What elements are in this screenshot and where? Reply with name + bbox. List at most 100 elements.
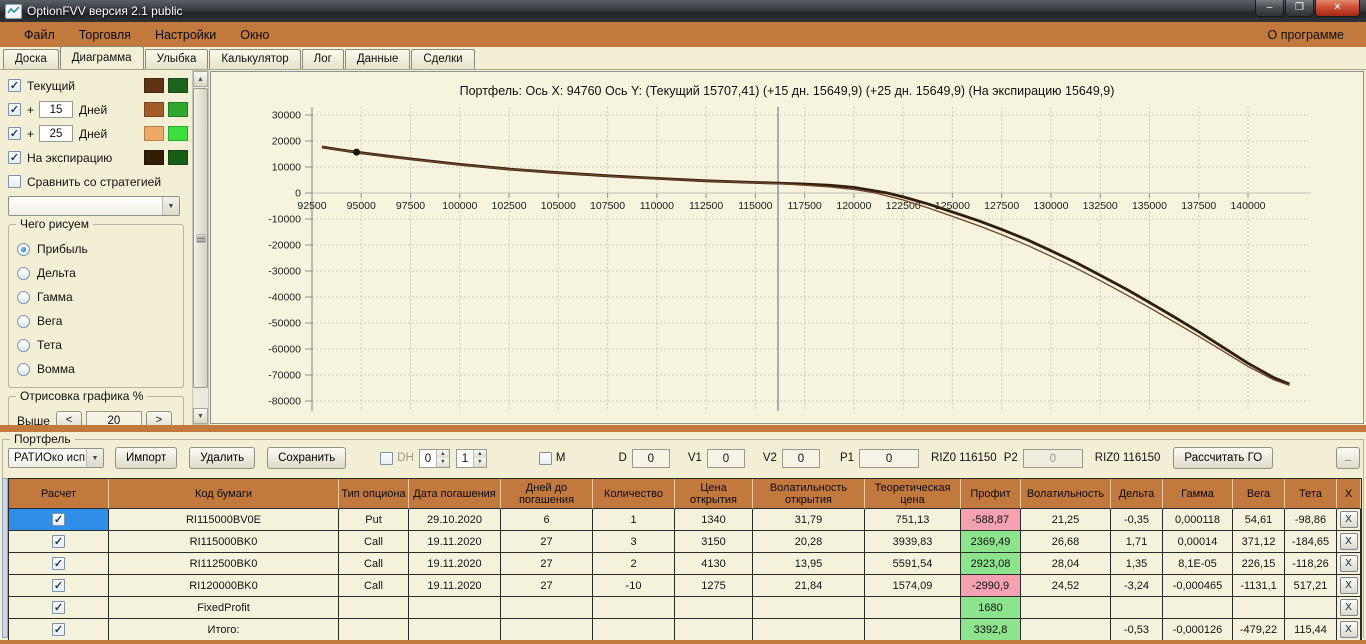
column-header-13[interactable]: Вега <box>1233 479 1285 509</box>
column-header-7[interactable]: Волатильность открытия <box>753 479 865 509</box>
row-delete-button-3[interactable]: X <box>1339 577 1358 594</box>
row-calc-cell-3[interactable]: ✓ <box>9 575 109 597</box>
column-header-15[interactable]: X <box>1337 479 1361 509</box>
draw-radio-2[interactable] <box>17 290 30 304</box>
row-delete-button-1[interactable]: X <box>1339 533 1358 550</box>
column-header-10[interactable]: Волатильность <box>1021 479 1111 509</box>
compare-strategy-checkbox[interactable] <box>8 175 21 188</box>
days-input-2[interactable]: 25 <box>39 125 74 142</box>
tab-1[interactable]: Диаграмма <box>59 46 144 69</box>
y-tick-label-1: 20000 <box>272 136 301 148</box>
draw-radio-1[interactable] <box>17 266 30 280</box>
spin-down-icon[interactable]: ▼ <box>436 458 449 467</box>
horizontal-splitter[interactable] <box>0 425 1366 432</box>
close-button[interactable]: ✕ <box>1315 0 1360 17</box>
row-checkbox-5[interactable]: ✓ <box>52 623 65 636</box>
row-checkbox-3[interactable]: ✓ <box>52 579 65 592</box>
row-delete-button-5[interactable]: X <box>1339 621 1358 638</box>
dh-checkbox[interactable] <box>380 451 394 465</box>
minimize-button[interactable]: – <box>1255 0 1284 17</box>
cell-5-7 <box>753 619 865 641</box>
row-calc-cell-4[interactable]: ✓ <box>9 597 109 619</box>
column-header-8[interactable]: Теоретическая цена <box>865 479 961 509</box>
tab-5[interactable]: Данные <box>344 49 411 69</box>
spin-down-icon[interactable]: ▼ <box>473 458 486 467</box>
spin-up-icon[interactable]: ▲ <box>436 449 449 458</box>
window-bottom-edge <box>0 640 1366 644</box>
column-header-1[interactable]: Код бумаги <box>109 479 339 509</box>
column-header-2[interactable]: Тип опциона <box>339 479 409 509</box>
row-delete-button-0[interactable]: X <box>1339 511 1358 528</box>
row-calc-cell-2[interactable]: ✓ <box>9 553 109 575</box>
plus-label-2: + <box>27 126 35 141</box>
row-delete-button-4[interactable]: X <box>1339 599 1358 616</box>
chevron-down-icon[interactable]: ▼ <box>86 449 103 467</box>
import-button[interactable]: Импорт <box>115 447 178 469</box>
draw-radio-5[interactable] <box>17 362 30 376</box>
column-header-9[interactable]: Профит <box>961 479 1021 509</box>
x-tick-label-14: 127500 <box>984 200 1019 212</box>
color-swatch-2-0 <box>144 126 164 141</box>
sidebar-scrollbar[interactable]: ▲ ▼ <box>192 70 209 425</box>
draw-radio-3[interactable] <box>17 314 30 328</box>
row-checkbox-2[interactable]: ✓ <box>52 557 65 570</box>
days-input-1[interactable]: 15 <box>39 101 74 118</box>
restore-button[interactable]: ❐ <box>1285 0 1314 17</box>
d-field[interactable]: 0 <box>631 448 670 468</box>
p2-field: 0 <box>1022 448 1083 468</box>
m-checkbox[interactable] <box>538 451 552 465</box>
tab-0[interactable]: Доска <box>3 49 59 69</box>
p1-field[interactable]: 0 <box>859 448 920 468</box>
series-swatches-0 <box>140 78 188 93</box>
tab-6[interactable]: Сделки <box>411 49 475 69</box>
tab-2[interactable]: Улыбка <box>144 49 209 69</box>
column-header-0[interactable]: Расчет <box>9 479 109 509</box>
tab-4[interactable]: Лог <box>301 49 344 69</box>
draw-radio-4[interactable] <box>17 338 30 352</box>
portfolio-type-combobox[interactable]: РАТИОко исп ▼ <box>8 448 104 468</box>
row-checkbox-1[interactable]: ✓ <box>52 535 65 548</box>
row-delete-cell-2: X <box>1337 553 1361 575</box>
row-checkbox-0[interactable]: ✓ <box>52 513 65 526</box>
v1-field[interactable]: 0 <box>706 448 745 468</box>
row-calc-cell-0[interactable]: ✓ <box>9 509 109 531</box>
column-header-12[interactable]: Гамма <box>1163 479 1233 509</box>
column-header-5[interactable]: Количество <box>593 479 675 509</box>
menu-item-0[interactable]: Файл <box>24 27 55 42</box>
row-delete-cell-0: X <box>1337 509 1361 531</box>
series-checkbox-0[interactable]: ✓ <box>8 79 21 92</box>
calc-margin-button[interactable]: Рассчитать ГО <box>1173 447 1274 469</box>
delete-button[interactable]: Удалить <box>189 447 256 469</box>
collapse-panel-button[interactable]: _ <box>1336 447 1360 469</box>
column-header-6[interactable]: Цена открытия <box>675 479 753 509</box>
row-checkbox-4[interactable]: ✓ <box>52 601 65 614</box>
y-tick-label-0: 30000 <box>272 110 301 122</box>
scroll-down-icon[interactable]: ▼ <box>193 408 208 424</box>
scroll-up-icon[interactable]: ▲ <box>193 71 208 87</box>
series-checkbox-3[interactable]: ✓ <box>8 151 21 164</box>
v2-field[interactable]: 0 <box>781 448 820 468</box>
row-calc-cell-5[interactable]: ✓ <box>9 619 109 641</box>
menu-item-about[interactable]: О программе <box>1267 27 1344 42</box>
strategy-combobox[interactable]: ▼ <box>8 196 180 216</box>
menu-item-3[interactable]: Окно <box>240 27 270 42</box>
chevron-down-icon[interactable]: ▼ <box>162 197 179 215</box>
column-header-14[interactable]: Тета <box>1285 479 1337 509</box>
row-delete-button-2[interactable]: X <box>1339 555 1358 572</box>
column-header-11[interactable]: Дельта <box>1111 479 1163 509</box>
series-checkbox-1[interactable]: ✓ <box>8 103 21 116</box>
scrollbar-thumb[interactable] <box>193 88 208 388</box>
save-button[interactable]: Сохранить <box>267 447 347 469</box>
profit-chart-svg[interactable]: 3000020000100000-10000-20000-30000-40000… <box>211 72 1363 423</box>
column-header-3[interactable]: Дата погашения <box>409 479 501 509</box>
menu-item-2[interactable]: Настройки <box>154 27 217 42</box>
dh-spinner-1[interactable]: 0 ▲ ▼ <box>418 448 450 468</box>
series-checkbox-2[interactable]: ✓ <box>8 127 21 140</box>
dh-spinner-2[interactable]: 1 ▲ ▼ <box>455 448 487 468</box>
column-header-4[interactable]: Дней до погашения <box>501 479 593 509</box>
spin-up-icon[interactable]: ▲ <box>473 449 486 458</box>
draw-radio-0[interactable] <box>17 242 30 256</box>
row-calc-cell-1[interactable]: ✓ <box>9 531 109 553</box>
menu-item-1[interactable]: Торговля <box>78 27 131 42</box>
tab-3[interactable]: Калькулятор <box>209 49 301 69</box>
